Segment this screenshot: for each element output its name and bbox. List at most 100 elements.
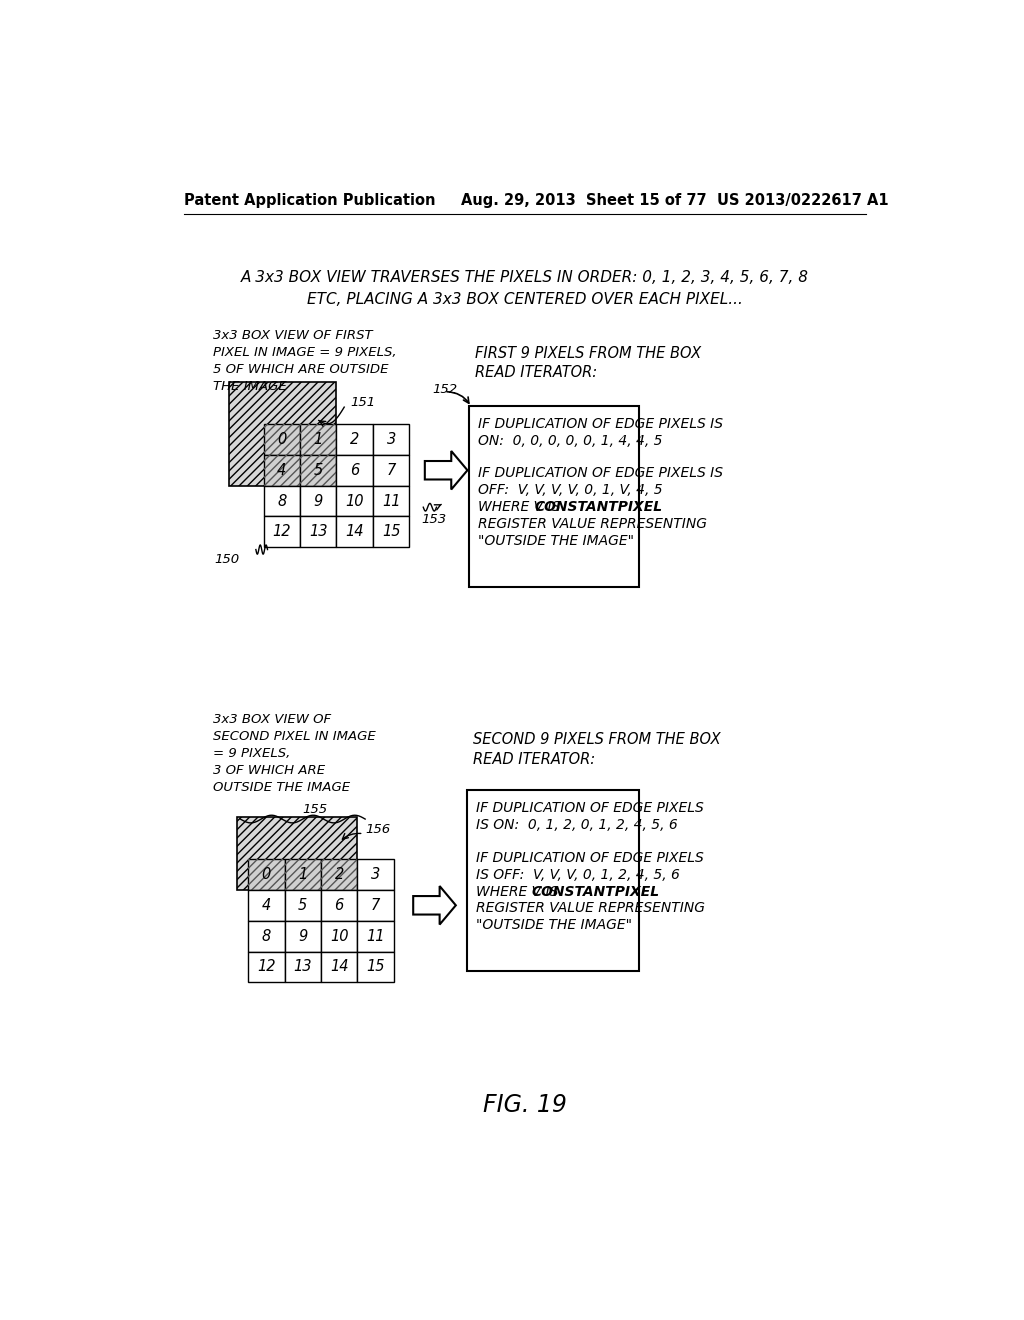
Text: 13: 13 (309, 524, 328, 540)
Text: 10: 10 (330, 928, 348, 944)
Bar (285, 952, 321, 982)
Bar (373, 486, 410, 516)
Bar (300, 455, 337, 486)
Bar (357, 859, 394, 890)
Text: FIG. 19: FIG. 19 (483, 1093, 566, 1118)
Bar (285, 921, 321, 952)
Text: SECOND 9 PIXELS FROM THE BOX
READ ITERATOR:: SECOND 9 PIXELS FROM THE BOX READ ITERAT… (473, 733, 721, 767)
Text: 10: 10 (345, 494, 364, 508)
Text: CONSTANTPIXEL: CONSTANTPIXEL (531, 884, 659, 899)
Text: 14: 14 (330, 960, 348, 974)
Bar (285, 859, 321, 890)
Bar (321, 859, 357, 890)
Text: 3x3 BOX VIEW OF FIRST
PIXEL IN IMAGE = 9 PIXELS,
5 OF WHICH ARE OUTSIDE
THE IMAG: 3x3 BOX VIEW OF FIRST PIXEL IN IMAGE = 9… (213, 330, 397, 393)
Text: Patent Application Publication: Patent Application Publication (183, 193, 435, 209)
Bar (300, 424, 337, 455)
Text: IF DUPLICATION OF EDGE PIXELS IS: IF DUPLICATION OF EDGE PIXELS IS (478, 466, 723, 480)
Text: 7: 7 (386, 463, 395, 478)
Bar (300, 424, 337, 455)
Bar (300, 455, 337, 486)
Text: ON:  0, 0, 0, 0, 0, 1, 4, 4, 5: ON: 0, 0, 0, 0, 0, 1, 4, 4, 5 (478, 434, 663, 447)
Text: 2: 2 (335, 867, 344, 882)
Text: IS OFF:  V, V, V, 0, 1, 2, 4, 5, 6: IS OFF: V, V, V, 0, 1, 2, 4, 5, 6 (476, 867, 680, 882)
Text: IF DUPLICATION OF EDGE PIXELS IS: IF DUPLICATION OF EDGE PIXELS IS (478, 417, 723, 432)
Bar (467, 789, 639, 970)
Bar (248, 921, 285, 952)
Text: REGISTER VALUE REPRESENTING: REGISTER VALUE REPRESENTING (478, 517, 708, 531)
Polygon shape (425, 451, 467, 490)
Bar (263, 486, 300, 516)
Text: OFF:  V, V, V, V, 0, 1, V, 4, 5: OFF: V, V, V, V, 0, 1, V, 4, 5 (478, 483, 663, 498)
Bar (248, 890, 285, 921)
Bar (263, 455, 300, 486)
Bar (285, 890, 321, 921)
Text: 2: 2 (350, 432, 359, 447)
Bar (373, 516, 410, 548)
Text: 153: 153 (421, 513, 446, 527)
Text: 0: 0 (262, 867, 271, 882)
Polygon shape (414, 886, 456, 924)
Text: WHERE V IS: WHERE V IS (478, 500, 565, 515)
Text: 9: 9 (298, 928, 307, 944)
Text: FIRST 9 PIXELS FROM THE BOX
READ ITERATOR:: FIRST 9 PIXELS FROM THE BOX READ ITERATO… (475, 346, 701, 380)
Bar (337, 455, 373, 486)
Text: 14: 14 (345, 524, 364, 540)
Bar (263, 516, 300, 548)
Text: 7: 7 (371, 898, 380, 913)
Text: 5: 5 (313, 463, 323, 478)
Text: IF DUPLICATION OF EDGE PIXELS: IF DUPLICATION OF EDGE PIXELS (476, 850, 703, 865)
Text: 15: 15 (382, 524, 400, 540)
Text: "OUTSIDE THE IMAGE": "OUTSIDE THE IMAGE" (476, 919, 632, 932)
Bar (357, 890, 394, 921)
Bar (237, 817, 357, 890)
Text: 11: 11 (382, 494, 400, 508)
Text: IF DUPLICATION OF EDGE PIXELS: IF DUPLICATION OF EDGE PIXELS (476, 801, 703, 816)
Bar (228, 381, 337, 486)
Text: 150: 150 (215, 553, 240, 566)
Text: 4: 4 (278, 463, 287, 478)
Text: 6: 6 (350, 463, 359, 478)
Bar (248, 859, 285, 890)
Bar (321, 952, 357, 982)
Text: ETC, PLACING A 3x3 BOX CENTERED OVER EACH PIXEL...: ETC, PLACING A 3x3 BOX CENTERED OVER EAC… (307, 292, 742, 306)
Bar (321, 921, 357, 952)
Text: 155: 155 (303, 803, 328, 816)
Text: CONSTANTPIXEL: CONSTANTPIXEL (535, 500, 663, 515)
Bar (248, 859, 285, 890)
Bar (469, 405, 639, 586)
Text: 11: 11 (367, 928, 385, 944)
Text: 9: 9 (313, 494, 323, 508)
Text: 8: 8 (262, 928, 271, 944)
Text: 3x3 BOX VIEW OF
SECOND PIXEL IN IMAGE
= 9 PIXELS,
3 OF WHICH ARE
OUTSIDE THE IMA: 3x3 BOX VIEW OF SECOND PIXEL IN IMAGE = … (213, 713, 376, 793)
Text: IS ON:  0, 1, 2, 0, 1, 2, 4, 5, 6: IS ON: 0, 1, 2, 0, 1, 2, 4, 5, 6 (476, 818, 678, 833)
Text: 12: 12 (257, 960, 275, 974)
Text: A 3x3 BOX VIEW TRAVERSES THE PIXELS IN ORDER: 0, 1, 2, 3, 4, 5, 6, 7, 8: A 3x3 BOX VIEW TRAVERSES THE PIXELS IN O… (241, 271, 809, 285)
Bar (373, 455, 410, 486)
Bar (263, 424, 300, 455)
Text: 12: 12 (272, 524, 291, 540)
Text: Aug. 29, 2013  Sheet 15 of 77: Aug. 29, 2013 Sheet 15 of 77 (461, 193, 707, 209)
Bar (248, 952, 285, 982)
Bar (263, 455, 300, 486)
Text: "OUTSIDE THE IMAGE": "OUTSIDE THE IMAGE" (478, 535, 634, 548)
Text: 15: 15 (367, 960, 385, 974)
Text: 6: 6 (335, 898, 344, 913)
Text: REGISTER VALUE REPRESENTING: REGISTER VALUE REPRESENTING (476, 902, 705, 916)
Text: 151: 151 (350, 396, 376, 409)
Text: 152: 152 (432, 383, 458, 396)
Bar (357, 952, 394, 982)
Text: WHERE V IS: WHERE V IS (476, 884, 563, 899)
Bar (300, 486, 337, 516)
Text: 13: 13 (294, 960, 312, 974)
Bar (357, 921, 394, 952)
Bar (373, 424, 410, 455)
Text: 5: 5 (298, 898, 307, 913)
Text: US 2013/0222617 A1: US 2013/0222617 A1 (717, 193, 889, 209)
Text: 0: 0 (278, 432, 287, 447)
Bar (321, 859, 357, 890)
Bar (337, 486, 373, 516)
Bar (300, 516, 337, 548)
Bar (337, 516, 373, 548)
Text: 3: 3 (386, 432, 395, 447)
Bar (337, 424, 373, 455)
